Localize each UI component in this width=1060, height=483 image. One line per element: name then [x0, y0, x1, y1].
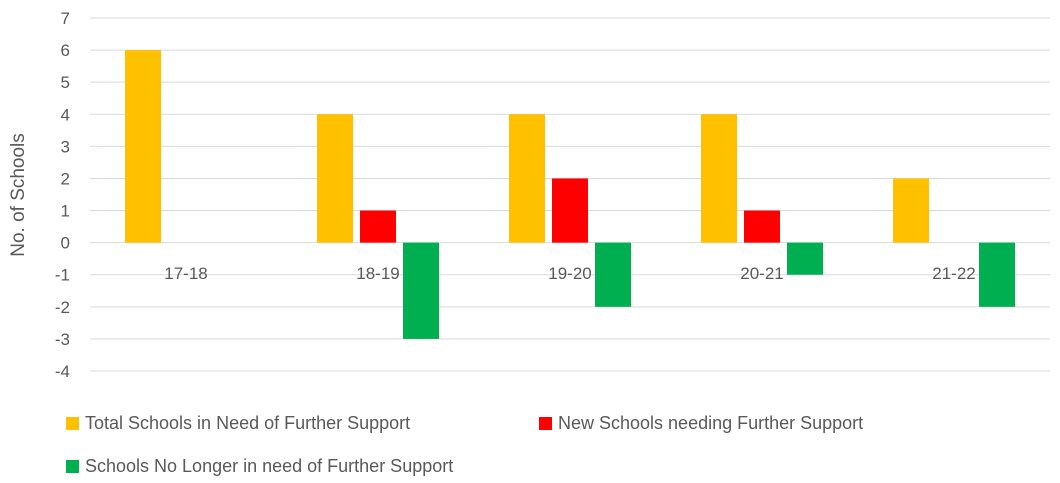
bar-new-20-21 — [744, 210, 780, 243]
x-axis-categories: 17-18 18-19 19-20 20-21 21-22 — [164, 264, 975, 283]
y-tick-label: -2 — [55, 298, 70, 317]
legend-swatch-total — [66, 417, 79, 430]
y-tick-label: 5 — [61, 73, 70, 92]
bar-no-longer-20-21 — [787, 242, 823, 275]
legend-label-new: New Schools needing Further Support — [558, 413, 864, 433]
bar-new-18-19 — [360, 210, 396, 243]
bar-no-longer-18-19 — [403, 242, 439, 339]
x-category-label: 18-19 — [356, 264, 399, 283]
legend-label-total: Total Schools in Need of Further Support — [85, 413, 411, 433]
legend-swatch-new — [539, 417, 552, 430]
y-tick-label: -4 — [55, 362, 70, 381]
bar-total-17-18 — [125, 50, 161, 243]
y-tick-label: 1 — [61, 202, 70, 221]
y-tick-label: 4 — [61, 105, 70, 124]
x-category-label: 21-22 — [932, 264, 975, 283]
legend-item-no-longer: Schools No Longer in need of Further Sup… — [66, 456, 453, 477]
legend-label-no-longer: Schools No Longer in need of Further Sup… — [85, 456, 454, 476]
y-axis-label: No. of Schools — [8, 133, 29, 257]
x-category-label: 19-20 — [548, 264, 591, 283]
y-tick-label: 0 — [61, 234, 70, 253]
legend-item-new: New Schools needing Further Support — [539, 413, 863, 434]
bars — [125, 50, 1015, 339]
bar-total-20-21 — [701, 114, 737, 243]
y-tick-label: 2 — [61, 169, 70, 188]
y-axis-ticks: 7 6 5 4 3 2 1 0 -1 -2 -3 -4 — [55, 9, 70, 381]
bar-total-21-22 — [893, 178, 929, 243]
bar-no-longer-19-20 — [595, 242, 631, 307]
bar-no-longer-21-22 — [979, 242, 1015, 307]
bar-total-18-19 — [317, 114, 353, 243]
bar-chart: 7 6 5 4 3 2 1 0 -1 -2 -3 -4 17-18 18-19 19-20 20-21 21-… — [8, 9, 1050, 381]
legend-item-total: Total Schools in Need of Further Support — [66, 413, 410, 434]
bar-new-19-20 — [552, 178, 588, 243]
y-tick-label: -1 — [55, 266, 70, 285]
x-category-label: 20-21 — [740, 264, 783, 283]
y-tick-label: 6 — [61, 41, 70, 60]
y-tick-label: 7 — [61, 9, 70, 28]
bar-total-19-20 — [509, 114, 545, 243]
y-tick-label: -3 — [55, 330, 70, 349]
y-tick-label: 3 — [61, 137, 70, 156]
legend-swatch-no-longer — [66, 460, 79, 473]
x-category-label: 17-18 — [164, 264, 207, 283]
